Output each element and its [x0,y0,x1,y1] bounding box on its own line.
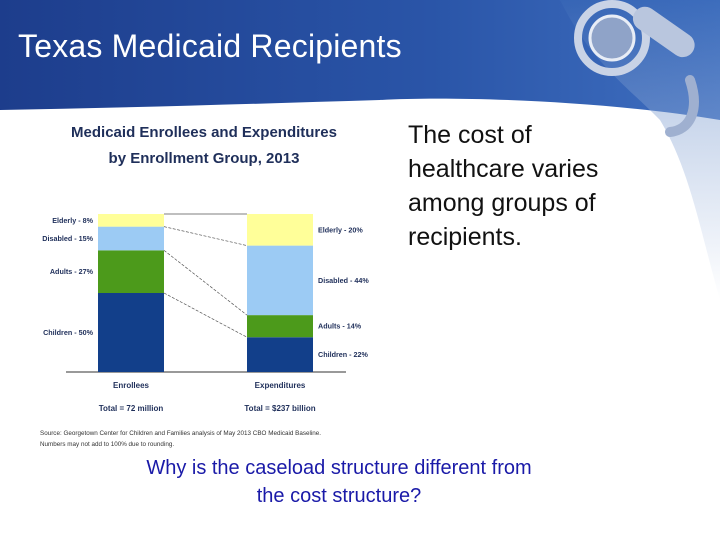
connector-line-3 [163,226,248,246]
label-enrollees-adults: Adults - 27% [50,267,94,276]
body-text: The cost of healthcare varies among grou… [408,121,599,251]
connector-line-2 [163,250,248,316]
chart-source-line-1: Source: Georgetown Center for Children a… [40,430,321,437]
chart-source-line-2: Numbers may not add to 100% due to round… [40,441,174,448]
bar-enrollees-adults [98,250,164,293]
chart-background [36,114,372,454]
bar-expenditures-elderly [247,214,313,246]
stacked-bar-chart: Medicaid Enrollees and Expenditures by E… [36,114,372,454]
bar-enrollees-disabled [98,226,164,251]
bar-expenditures-disabled [247,245,313,316]
slide-title: Texas Medicaid Recipients [18,28,402,64]
bar-enrollees-elderly [98,214,164,227]
connector-line-1 [163,292,248,338]
label-expenditures-adults: Adults - 14% [318,322,362,331]
label-expenditures-disabled: Disabled - 44% [318,276,369,285]
label-enrollees-disabled: Disabled - 15% [42,234,93,243]
discussion-question: Why is the caseload structure different … [146,457,532,507]
label-enrollees-elderly: Elderly - 8% [52,216,93,225]
label-expenditures-elderly: Elderly - 20% [318,225,363,234]
bar-expenditures-children [247,337,313,372]
category-label-enrollees: Enrollees [113,381,150,390]
category-label-expenditures: Expenditures [255,381,306,390]
label-enrollees-children: Children - 50% [43,328,94,337]
chart-title-line-1: Medicaid Enrollees and Expenditures [71,124,337,141]
stethoscope-icon [574,0,699,137]
total-label-enrollees: Total = 72 million [99,404,164,413]
label-expenditures-children: Children - 22% [318,350,369,359]
chart-panel: Medicaid Enrollees and Expenditures by E… [36,114,372,454]
bar-enrollees-children [98,293,164,372]
bar-expenditures-adults [247,315,313,338]
total-label-expenditures: Total = $237 billion [244,404,315,413]
chart-title-line-2: by Enrollment Group, 2013 [109,150,300,167]
